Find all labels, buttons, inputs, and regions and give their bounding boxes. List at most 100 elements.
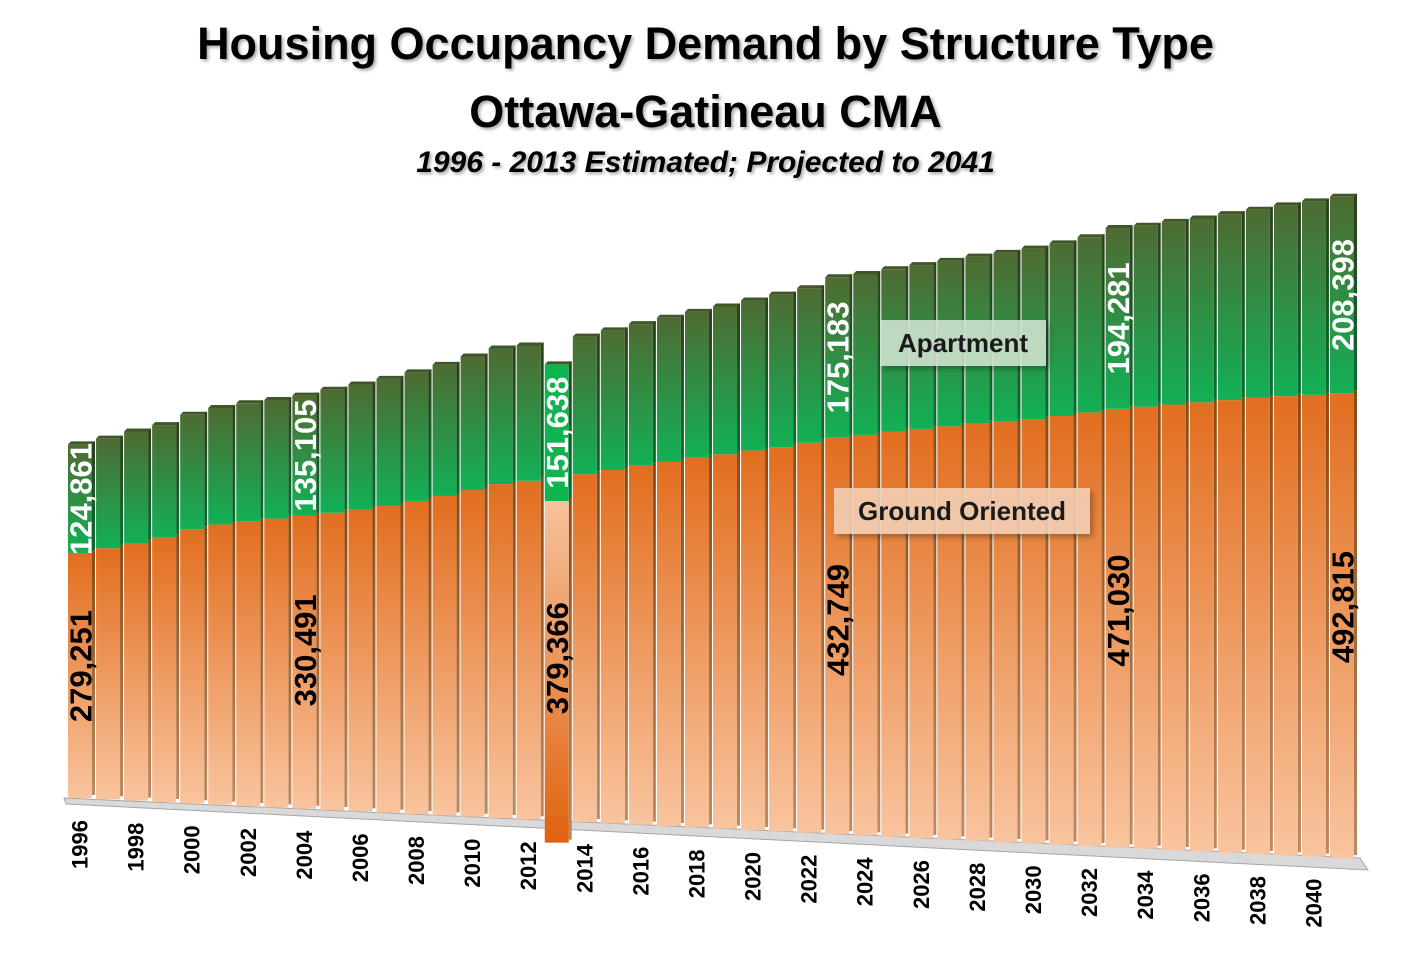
bar-side-ground-1996 xyxy=(92,550,95,795)
segment-ground-oriented-2028 xyxy=(965,423,990,841)
bar-side-ground-2018 xyxy=(708,454,712,825)
bar-side-ground-2024 xyxy=(877,431,881,833)
series-label-ground-oriented-box xyxy=(834,488,1090,534)
bar-side-ground-2004 xyxy=(316,512,320,806)
segment-apartment-2002 xyxy=(236,403,261,522)
bar-cap-2024 xyxy=(853,270,881,274)
bar-cap-2037 xyxy=(1217,211,1245,215)
x-tick-2024: 2024 xyxy=(853,857,878,907)
bar-cap-2041 xyxy=(1330,193,1357,197)
bar-side-ground-2033 xyxy=(1129,405,1133,845)
bar-side-apartment-2031 xyxy=(1073,240,1077,413)
bar-side-ground-2025 xyxy=(905,428,909,834)
segment-ground-oriented-2039 xyxy=(1273,396,1298,856)
chart-subtitle: Ottawa-Gatineau CMA xyxy=(469,86,942,137)
bar-side-apartment-2038 xyxy=(1269,206,1273,395)
bar-cap-2032 xyxy=(1077,234,1105,238)
segment-apartment-2031 xyxy=(1049,243,1074,416)
bar-2013 xyxy=(544,361,572,843)
segment-apartment-1998 xyxy=(124,431,149,544)
data-label-apartment-2023: 175,183 xyxy=(821,301,856,413)
bar-cap-1997 xyxy=(96,435,124,439)
bar-side-ground-2015 xyxy=(624,466,628,821)
segment-ground-oriented-2029 xyxy=(993,421,1018,842)
bar-cap-2013 xyxy=(544,361,572,365)
bar-side-ground-2002 xyxy=(260,518,264,803)
segment-apartment-2034 xyxy=(1133,225,1158,407)
bar-cap-2022 xyxy=(797,285,825,289)
segment-apartment-2032 xyxy=(1077,237,1102,413)
bar-side-ground-2020 xyxy=(765,447,769,827)
bar-2041 xyxy=(1330,193,1357,858)
x-tick-2034: 2034 xyxy=(1133,870,1158,920)
segment-apartment-2038 xyxy=(1245,209,1270,398)
bar-cap-2036 xyxy=(1189,215,1217,219)
bar-cap-2031 xyxy=(1049,240,1077,244)
bar-side-ground-2012 xyxy=(540,477,544,817)
bar-cap-2030 xyxy=(1021,245,1049,249)
bar-side-ground-2021 xyxy=(793,444,797,829)
bar-side-apartment-2020 xyxy=(765,297,769,448)
bar-cap-2010 xyxy=(460,353,488,357)
bar-side-ground-2027 xyxy=(961,423,965,837)
bar-cap-2007 xyxy=(376,375,404,379)
x-tick-1998: 1998 xyxy=(124,823,149,872)
x-tick-2020: 2020 xyxy=(741,852,766,901)
segment-apartment-1999 xyxy=(152,425,177,538)
data-label-ground-oriented-2013: 379,366 xyxy=(540,602,575,714)
bar-side-ground-2030 xyxy=(1045,416,1049,841)
chart-title: Housing Occupancy Demand by Structure Ty… xyxy=(197,18,1214,69)
series-label-apartment-text: Apartment xyxy=(898,328,1028,358)
bar-cap-2015 xyxy=(600,327,628,331)
segment-apartment-2005 xyxy=(320,389,345,513)
bar-side-apartment-2035 xyxy=(1185,218,1189,402)
bar-side-apartment-2021 xyxy=(793,291,797,445)
bar-cap-2012 xyxy=(516,342,544,346)
bar-side-apartment-1996 xyxy=(92,441,95,551)
bar-cap-2034 xyxy=(1133,222,1161,226)
bar-side-ground-2039 xyxy=(1297,393,1301,853)
segment-ground-oriented-2001 xyxy=(208,524,233,805)
bar-cap-2021 xyxy=(769,291,797,295)
bar-side-ground-2007 xyxy=(400,502,404,810)
bar-side-ground-2023 xyxy=(849,434,853,831)
bar-2034 xyxy=(1133,222,1161,849)
bar-side-ground-2013 xyxy=(568,497,572,840)
bar-cap-1998 xyxy=(124,428,152,432)
x-tick-2012: 2012 xyxy=(516,841,541,890)
bar-2032 xyxy=(1077,234,1105,846)
x-tick-2026: 2026 xyxy=(909,860,934,909)
bar-cap-2028 xyxy=(965,253,993,257)
x-tick-1996: 1996 xyxy=(68,820,93,869)
series-labels-group: Apartment Ground Oriented xyxy=(834,320,1090,534)
bar-side-ground-2028 xyxy=(989,420,993,838)
bar-side-ground-2011 xyxy=(512,481,516,815)
bar-cap-2035 xyxy=(1161,218,1189,222)
bar-side-ground-2006 xyxy=(372,506,376,809)
bar-side-apartment-2013 xyxy=(568,361,572,498)
bar-side-apartment-2011 xyxy=(512,345,516,482)
bar-cap-2009 xyxy=(432,361,460,365)
bar-side-apartment-2008 xyxy=(428,369,432,498)
bar-2015 xyxy=(600,327,628,824)
bar-side-ground-2009 xyxy=(456,492,460,813)
bar-2008 xyxy=(404,369,432,814)
data-label-apartment-2013: 151,638 xyxy=(540,377,575,489)
x-tick-2030: 2030 xyxy=(1021,865,1046,914)
x-tick-2006: 2006 xyxy=(348,833,373,882)
bar-side-ground-2038 xyxy=(1269,394,1273,851)
segment-ground-oriented-2033 xyxy=(1105,408,1130,848)
data-label-ground-oriented-1996: 279,251 xyxy=(64,610,99,722)
bar-side-ground-2001 xyxy=(232,521,236,802)
bar-side-apartment-2019 xyxy=(737,303,741,452)
bar-2031 xyxy=(1049,240,1077,845)
bar-cap-2002 xyxy=(236,400,264,404)
data-labels-group: 279,251 330,491 379,366 432,749 471,030 492,8… xyxy=(64,239,1361,722)
bar-side-ground-2019 xyxy=(737,451,741,826)
segment-apartment-2015 xyxy=(600,330,625,470)
bar-2018 xyxy=(684,308,712,828)
segment-apartment-2003 xyxy=(264,399,289,519)
segment-apartment-2018 xyxy=(684,311,709,458)
bar-cap-2001 xyxy=(208,404,236,408)
